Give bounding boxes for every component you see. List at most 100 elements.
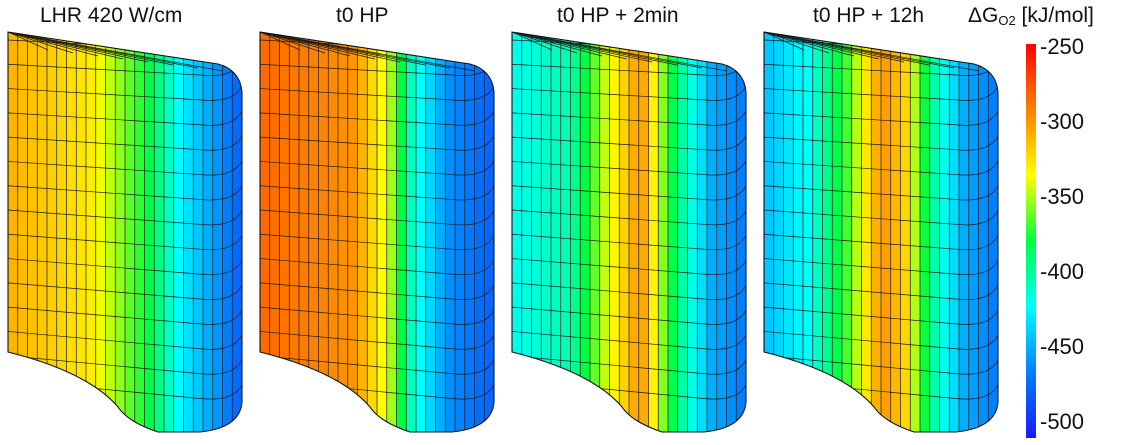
- pellet-outline: [7, 31, 243, 433]
- pellet-strip: [773, 32, 785, 432]
- colorbar-tick-1: -250: [1040, 34, 1085, 59]
- pellet-strip: [154, 32, 165, 432]
- mesh-line: [260, 331, 494, 350]
- mesh-line: [8, 85, 242, 101]
- pellet-strip: [416, 32, 427, 432]
- pellet-strip: [203, 32, 214, 432]
- mesh-line: [260, 233, 494, 251]
- pellet-strip: [512, 32, 523, 432]
- pellet-strip: [66, 32, 77, 432]
- pellet-strip: [638, 32, 650, 432]
- mesh-line: [764, 209, 998, 226]
- pellet-strip: [260, 32, 271, 432]
- pellet-strip: [890, 32, 902, 432]
- mesh-line: [8, 32, 124, 60]
- mesh-line: [764, 258, 998, 275]
- pellet-strip: [47, 32, 58, 432]
- pellet-strip: [910, 32, 921, 432]
- pellet-outline: [763, 31, 999, 433]
- mesh-line: [8, 32, 74, 54]
- pellet-strip: [570, 32, 581, 432]
- mesh-line: [8, 32, 49, 51]
- pellet-strip: [726, 32, 737, 432]
- pellet-strip: [822, 32, 833, 432]
- pellet-strip: [541, 32, 552, 432]
- pellet-strip: [861, 32, 872, 432]
- mesh-line: [260, 32, 476, 72]
- mesh-line: [8, 258, 242, 275]
- pellet-strip: [551, 32, 562, 432]
- pellet-strip: [619, 32, 630, 432]
- mesh-line: [8, 282, 242, 300]
- mesh-line: [8, 306, 242, 325]
- colorbar-tick-4: -400: [1040, 259, 1085, 284]
- mesh-line: [764, 110, 998, 126]
- pellet-strip: [212, 32, 224, 432]
- pellet-strip: [464, 32, 476, 432]
- pellet-strip: [764, 32, 775, 432]
- pellet-strip: [900, 32, 911, 432]
- pellet-strip: [289, 32, 300, 432]
- mesh-line: [8, 135, 242, 151]
- pellet-strip: [978, 32, 989, 432]
- mesh-line: [512, 306, 746, 325]
- pellet-strip: [707, 32, 718, 432]
- mesh-line: [8, 32, 224, 72]
- panels-layer: [7, 31, 999, 433]
- pellet-strip: [560, 32, 572, 432]
- mesh-line: [8, 355, 242, 375]
- pellet-strip: [716, 32, 728, 432]
- mesh-line: [764, 379, 998, 400]
- color-strips: [260, 32, 494, 432]
- pellet-strip: [920, 32, 931, 432]
- mesh-line: [512, 185, 746, 201]
- pellet-strip: [105, 32, 116, 432]
- pellet-strip: [929, 32, 941, 432]
- pellet-strip: [125, 32, 136, 432]
- mesh-line: [8, 110, 242, 126]
- color-strips: [764, 32, 998, 432]
- pellet-strip: [803, 32, 814, 432]
- panel-title-3: t0 HP + 2min: [557, 4, 679, 27]
- pellet-strip: [629, 32, 640, 432]
- mesh-line: [764, 32, 855, 57]
- pellet-strip: [959, 32, 970, 432]
- mesh-line: [260, 32, 351, 57]
- pellet-strip: [949, 32, 960, 432]
- pellet-strip: [406, 32, 417, 432]
- pellet-strip: [173, 32, 185, 432]
- mesh-line: [512, 85, 746, 101]
- pellet-panel-2: [259, 31, 495, 433]
- pellet-strip: [677, 32, 689, 432]
- pellet-strip: [56, 32, 68, 432]
- pellet-strip: [318, 32, 329, 432]
- mesh-line: [8, 185, 242, 201]
- pellet-strip: [812, 32, 824, 432]
- mesh-line: [260, 32, 301, 51]
- mesh-line: [8, 32, 99, 57]
- mesh-line: [764, 160, 998, 176]
- panel-title-4: t0 HP + 12h: [813, 4, 925, 27]
- mesh-line: [8, 379, 242, 400]
- pellet-strip: [134, 32, 146, 432]
- colorbar-gradient: [1026, 44, 1036, 438]
- mesh-line: [512, 110, 746, 126]
- pellet-strip: [599, 32, 611, 432]
- mesh-line: [764, 32, 980, 72]
- color-strips: [512, 32, 746, 432]
- mesh-grid: [764, 32, 998, 432]
- mesh-line: [260, 355, 494, 375]
- mesh-line: [8, 209, 242, 226]
- pellet-strip: [299, 32, 310, 432]
- pellet-strip: [37, 32, 48, 432]
- mesh-line: [512, 32, 578, 54]
- mesh-line: [260, 135, 494, 151]
- mesh-line: [260, 258, 494, 275]
- pellet-strip: [668, 32, 679, 432]
- mesh-line: [764, 32, 805, 51]
- mesh-line: [512, 160, 746, 176]
- mesh-line: [512, 282, 746, 300]
- mesh-line: [260, 185, 494, 201]
- panel-title-2: t0 HP: [336, 4, 389, 27]
- colorbar-tick-6: -500: [1040, 409, 1085, 434]
